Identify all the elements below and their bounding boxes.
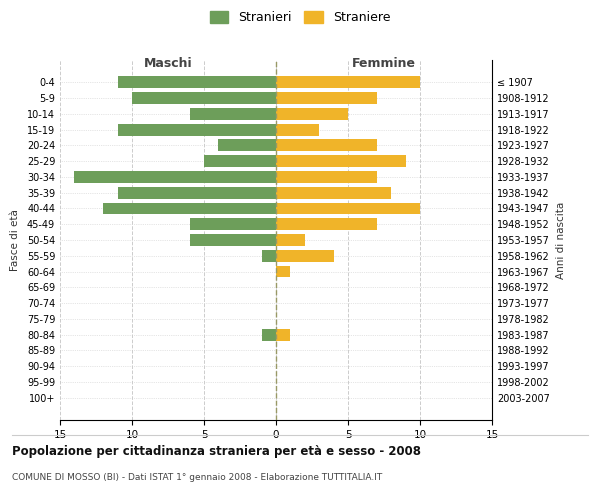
Y-axis label: Anni di nascita: Anni di nascita xyxy=(556,202,566,278)
Bar xyxy=(218,140,276,151)
Bar xyxy=(276,155,406,167)
Bar xyxy=(276,234,305,246)
Bar xyxy=(276,187,391,198)
Bar xyxy=(276,124,319,136)
Bar xyxy=(118,187,276,198)
Bar xyxy=(103,202,276,214)
Bar xyxy=(74,171,276,183)
Text: Popolazione per cittadinanza straniera per età e sesso - 2008: Popolazione per cittadinanza straniera p… xyxy=(12,445,421,458)
Bar xyxy=(276,202,420,214)
Bar xyxy=(190,234,276,246)
Bar xyxy=(276,218,377,230)
Text: Femmine: Femmine xyxy=(352,56,416,70)
Bar xyxy=(276,140,377,151)
Bar xyxy=(276,76,420,88)
Bar xyxy=(276,92,377,104)
Legend: Stranieri, Straniere: Stranieri, Straniere xyxy=(209,11,391,24)
Bar xyxy=(118,124,276,136)
Bar xyxy=(190,108,276,120)
Bar xyxy=(118,76,276,88)
Text: Maschi: Maschi xyxy=(143,56,193,70)
Y-axis label: Fasce di età: Fasce di età xyxy=(10,209,20,271)
Bar xyxy=(276,266,290,278)
Text: COMUNE DI MOSSO (BI) - Dati ISTAT 1° gennaio 2008 - Elaborazione TUTTITALIA.IT: COMUNE DI MOSSO (BI) - Dati ISTAT 1° gen… xyxy=(12,472,382,482)
Bar xyxy=(276,108,348,120)
Bar xyxy=(262,328,276,340)
Bar xyxy=(190,218,276,230)
Bar xyxy=(132,92,276,104)
Bar xyxy=(262,250,276,262)
Bar xyxy=(204,155,276,167)
Bar xyxy=(276,250,334,262)
Bar xyxy=(276,328,290,340)
Bar xyxy=(276,171,377,183)
